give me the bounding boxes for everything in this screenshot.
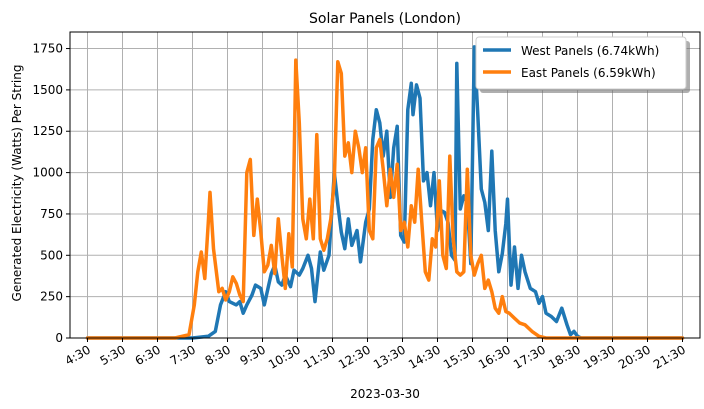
legend-label-east: East Panels (6.59kWh)	[521, 66, 656, 80]
y-tick-label: 1500	[32, 83, 63, 97]
series-line-east	[85, 58, 685, 340]
y-tick-label: 750	[40, 207, 63, 221]
y-axis-ticks: 0 250 500 750 1000 1250 1500 1750	[32, 42, 70, 345]
legend-box	[475, 36, 687, 90]
legend: West Panels (6.74kWh) East Panels (6.59k…	[475, 36, 690, 93]
y-axis-label: Generated Electricity (Watts) Per String	[10, 65, 24, 302]
legend-label-west: West Panels (6.74kWh)	[521, 44, 659, 58]
y-tick-label: 1250	[32, 124, 63, 138]
y-tick-label: 500	[40, 248, 63, 262]
plot-frame	[69, 31, 701, 339]
y-tick-label: 0	[55, 331, 63, 345]
x-axis-label: 2023-03-30	[350, 387, 420, 401]
y-tick-label: 1000	[32, 166, 63, 180]
y-tick-label: 250	[40, 290, 63, 304]
chart-title: Solar Panels (London)	[309, 11, 461, 27]
y-tick-label: 1750	[32, 42, 63, 56]
series-layer	[85, 45, 685, 340]
